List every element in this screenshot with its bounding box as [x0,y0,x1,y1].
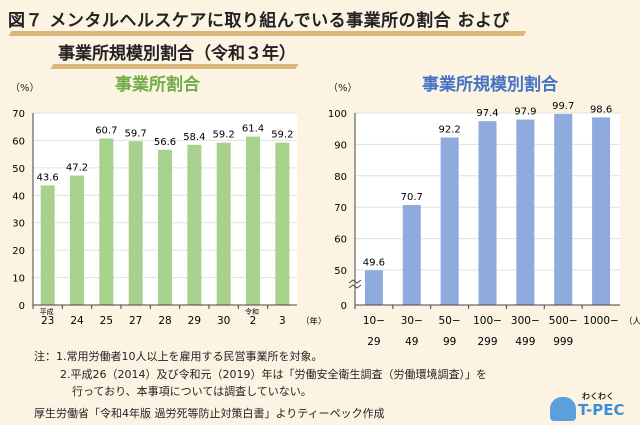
x-tick-label: 23 [41,315,54,327]
y-tick-label: 70 [12,109,25,120]
x-unit: （年） [301,316,327,327]
bar [478,121,497,305]
x-tick-label: 27 [129,315,142,327]
data-label: 61.4 [242,124,264,135]
x-tick-label: 30 [217,315,230,327]
data-label: 97.9 [514,107,536,118]
era-label: 平成 [40,307,54,316]
x-tick-label: 1000− [583,315,619,327]
data-label: 97.4 [476,108,498,119]
bar [246,136,260,305]
bar [40,185,55,305]
note-2: 2.平成26（2014）及び令和元（2019）年は「労働安全衛生調査（労働環境調… [60,368,487,381]
data-label: 59.2 [213,130,235,141]
data-label: 60.7 [95,126,117,137]
x-tick-label: 3 [279,315,286,327]
y-tick-label: 0 [19,301,25,312]
y-tick-label: 10 [12,274,25,285]
axis-break-icon [348,279,362,289]
data-label: 98.6 [590,104,612,115]
bar [592,117,611,306]
logo-text-main: T-PEC [578,401,625,419]
bar [128,141,143,305]
tpec-logo: わくわく T-PEC [550,392,634,423]
data-label: 92.2 [439,124,461,135]
bar [187,144,202,305]
y-tick-label: 70 [334,203,347,214]
y-tick-label: 100 [328,109,347,120]
data-label: 43.6 [37,172,59,183]
x-tick-label: 24 [70,315,84,327]
bar [440,137,459,305]
data-label: 47.2 [66,163,88,174]
bar [364,270,383,305]
era-label: 令和 [245,307,259,316]
y-tick-label: 90 [334,140,347,151]
y-tick-label: 0 [341,301,347,312]
figure-title: 図７ メンタルヘルスケアに取り組んでいる事業所の割合 および [8,11,510,31]
y-tick-label: 60 [12,136,25,147]
bar [216,142,231,305]
data-label: 59.2 [271,130,293,141]
note-3: 行っており、本事項については調査していない。 [72,385,312,398]
bar [554,113,573,305]
x-tick-label: 29 [188,315,201,327]
x-tick-label: 30− [401,315,423,327]
x-tick-label: 100− [473,315,502,327]
y-tick-label: 50 [334,266,347,277]
data-label: 56.6 [154,137,176,148]
source-text: 厚生労働省「令和4年版 過労死等防止対策白書」よりティーペック作成 [34,407,385,420]
x-tick-label: 2 [250,315,257,327]
logo-mark [550,397,576,421]
figure-subtitle: 事業所規模別割合（令和３年） [58,44,296,64]
x-tick-label: 300− [511,315,540,327]
x-tick-label: 99 [443,336,456,348]
bar [99,138,114,305]
x-unit: （人） [624,316,640,327]
y-tick-label: 30 [12,219,25,230]
y-tick-label: 40 [12,191,25,202]
x-tick-label: 28 [158,315,171,327]
x-tick-label: 25 [100,315,113,327]
bar [275,142,290,305]
note-1: 注：1.常用労働者10人以上を雇用する民営事業所を対象。 [34,350,323,363]
left-y-unit: （%） [10,83,40,94]
logo-text-top: わくわく [582,392,614,401]
x-tick-label: 29 [367,336,380,348]
x-tick-label: 10− [363,315,385,327]
data-label: 58.4 [183,132,205,143]
right-chart-title: 事業所規模別割合 [422,75,558,95]
bar [70,175,84,305]
x-tick-label: 49 [405,336,418,348]
y-tick-label: 60 [334,235,347,246]
x-tick-label: 500− [549,315,578,327]
data-label: 70.7 [401,192,423,203]
right-y-unit: （%） [328,83,358,94]
x-tick-label: 299 [477,336,497,348]
bar [158,149,172,305]
data-label: 99.7 [552,101,574,112]
bar [402,205,421,305]
y-tick-label: 80 [334,172,347,183]
y-tick-label: 50 [12,164,25,175]
data-label: 59.7 [125,128,147,139]
y-tick-label: 20 [12,246,25,257]
x-tick-label: 999 [553,336,573,348]
x-tick-label: 499 [515,336,535,348]
x-tick-label: 50− [439,315,461,327]
left-chart-title: 事業所割合 [115,75,200,95]
data-label: 49.6 [363,257,385,268]
bar [516,119,535,306]
